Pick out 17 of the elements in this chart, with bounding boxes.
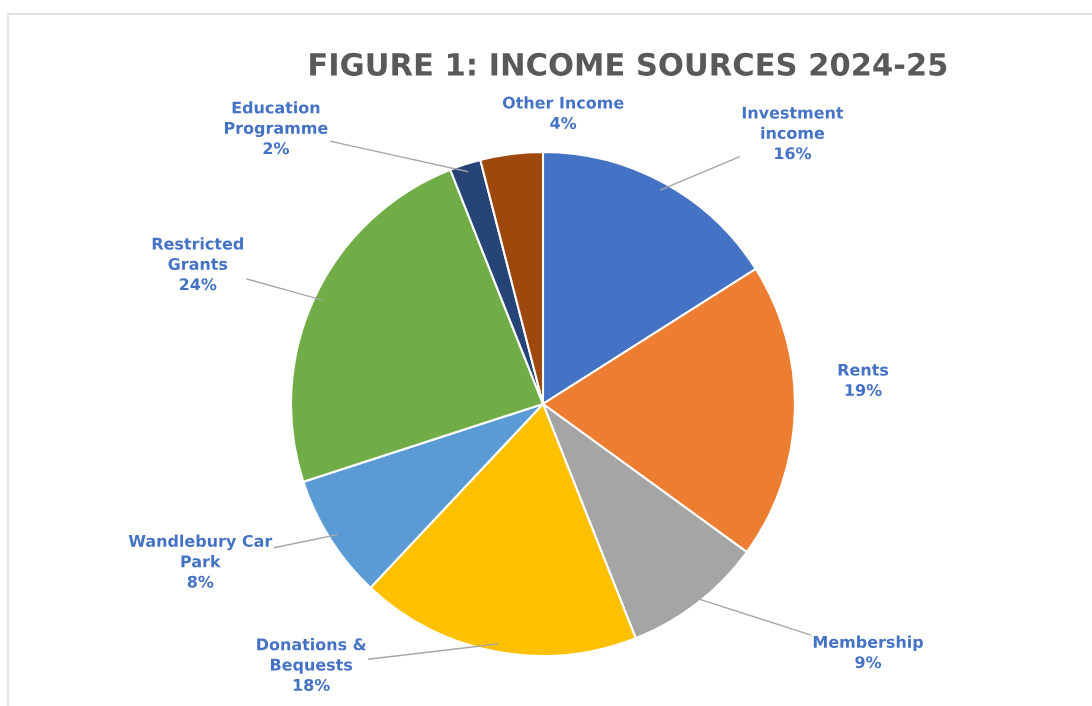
slice-label: Rents bbox=[838, 363, 889, 376]
data-label: 9% bbox=[855, 656, 882, 669]
slice-label: Investment income bbox=[742, 106, 844, 139]
slice-label: Wandlebury Car Park bbox=[128, 534, 273, 568]
data-label: 16% bbox=[775, 147, 812, 160]
chart-title: FIGURE 1: INCOME SOURCES 2024-25 bbox=[310, 52, 947, 76]
data-label: 8% bbox=[187, 575, 214, 588]
data-label: 4% bbox=[550, 116, 577, 129]
slice-label: Other Income bbox=[502, 96, 624, 109]
slice-label: Education Programme bbox=[224, 101, 328, 138]
slice-label: Membership bbox=[813, 635, 923, 652]
slice-label: Restricted Grants bbox=[152, 237, 243, 271]
data-label: 24% bbox=[179, 278, 217, 291]
data-label: 2% bbox=[263, 142, 289, 155]
data-label: 19% bbox=[845, 384, 882, 397]
slice-label: Donations & Bequests bbox=[257, 637, 366, 674]
data-label: 18% bbox=[293, 678, 330, 691]
